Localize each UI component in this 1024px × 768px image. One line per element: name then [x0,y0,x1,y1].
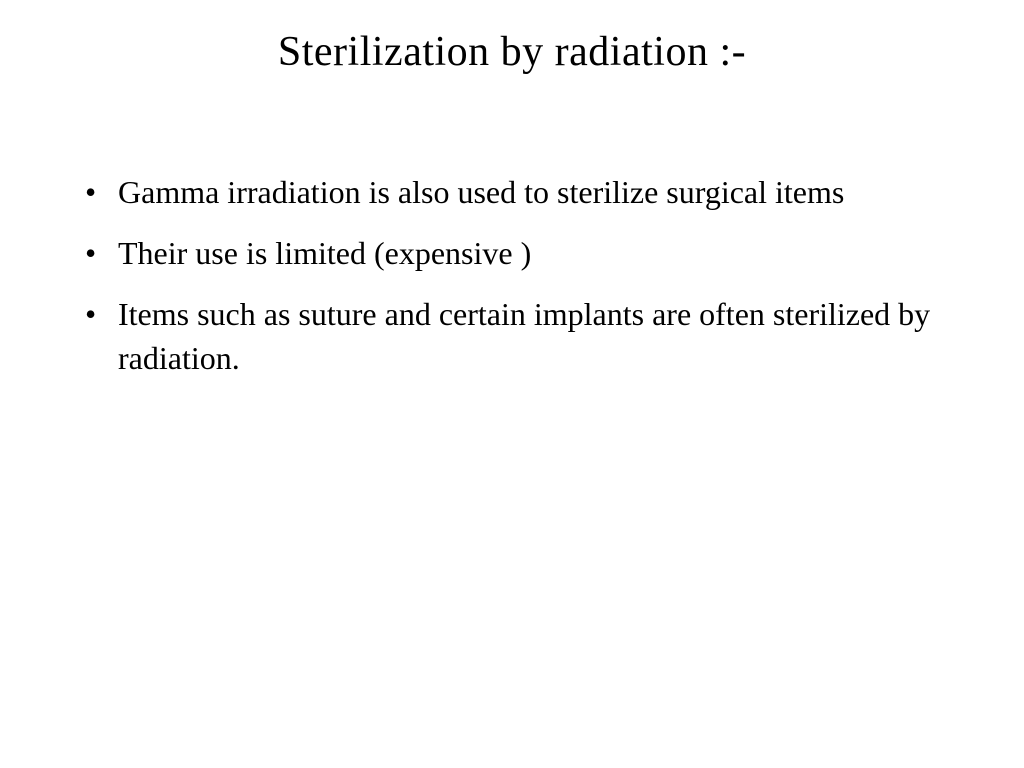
bullet-item: Items such as suture and certain implant… [80,293,964,379]
bullet-list: Gamma irradiation is also used to steril… [60,171,964,380]
bullet-item: Their use is limited (expensive ) [80,232,964,275]
bullet-item: Gamma irradiation is also used to steril… [80,171,964,214]
slide-title: Sterilization by radiation :- [60,28,964,76]
